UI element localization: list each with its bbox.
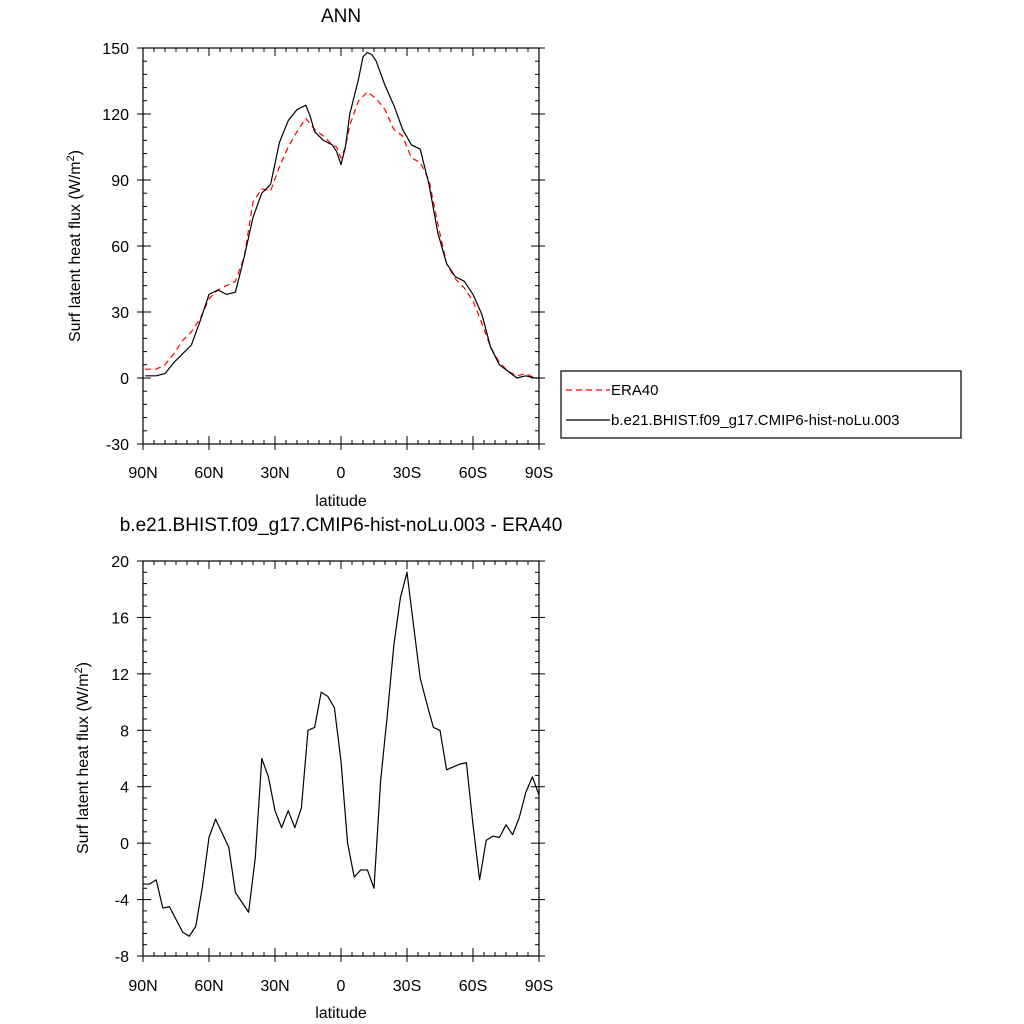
bottom-y-tick-label: 4 xyxy=(120,780,129,797)
legend: ERA40 b.e21.BHIST.f09_g17.CMIP6-hist-noL… xyxy=(560,370,962,439)
bottom-x-tick-label: 0 xyxy=(337,978,346,995)
top-plot-frame xyxy=(142,47,540,445)
top-x-tick-label: 90N xyxy=(128,465,157,482)
bottom-chart-title: b.e21.BHIST.f09_g17.CMIP6-hist-noLu.003 … xyxy=(120,515,563,536)
bottom-x-tick-label: 90S xyxy=(525,978,553,995)
top-y-tick-label: -30 xyxy=(106,437,129,454)
top-x-tick-labels: 90N 60N 30N 0 30S 60S 90S xyxy=(128,465,553,482)
top-x-tick-label: 30S xyxy=(393,465,421,482)
top-y-tick-label: 0 xyxy=(120,371,129,388)
top-y-tick-label: 120 xyxy=(102,107,129,124)
bottom-x-tick-label: 30N xyxy=(260,978,289,995)
bottom-x-tick-label: 30S xyxy=(393,978,421,995)
bottom-x-axis-label: latitude xyxy=(315,1005,367,1022)
bottom-panel: b.e21.BHIST.f09_g17.CMIP6-hist-noLu.003 … xyxy=(73,515,562,1022)
bottom-y-tick-label: 20 xyxy=(111,554,129,571)
bottom-y-tick-label: 0 xyxy=(120,836,129,853)
top-series-era40-line xyxy=(145,91,539,379)
top-x-axis-label: latitude xyxy=(315,493,367,510)
bottom-axis-ticks xyxy=(137,560,545,962)
bottom-x-tick-label: 60S xyxy=(459,978,487,995)
top-x-tick-label: 0 xyxy=(337,465,346,482)
top-y-tick-label: 60 xyxy=(111,239,129,256)
top-series-group xyxy=(145,51,539,379)
top-panel: ANN 90N 60N 30N 0 30S 60S 90S -30 0 30 60 90 120 150… xyxy=(65,6,553,510)
bottom-series-group xyxy=(143,571,540,937)
bottom-y-tick-labels: -8 -4 0 4 8 12 16 20 xyxy=(111,554,129,966)
legend-box xyxy=(560,370,962,439)
top-chart-title: ANN xyxy=(321,6,361,27)
top-x-tick-label: 90S xyxy=(525,465,553,482)
bottom-y-tick-label: -4 xyxy=(115,893,129,910)
bottom-y-axis-label: Surf latent heat flux (W/m2) xyxy=(73,662,92,854)
top-x-tick-label: 30N xyxy=(260,465,289,482)
bottom-y-tick-label: -8 xyxy=(115,949,129,966)
top-y-tick-labels: -30 0 30 60 90 120 150 xyxy=(102,41,129,454)
bottom-x-tick-label: 90N xyxy=(128,978,157,995)
bottom-y-tick-label: 12 xyxy=(111,667,129,684)
top-x-tick-label: 60N xyxy=(194,465,223,482)
top-y-axis-label: Surf latent heat flux (W/m2) xyxy=(65,150,84,342)
top-y-tick-label: 90 xyxy=(111,173,129,190)
legend-label-model: b.e21.BHIST.f09_g17.CMIP6-hist-noLu.003 xyxy=(611,412,900,429)
top-series-b-e21-bhist-f09-g17-cmip6-hist-nolu-003-line xyxy=(145,51,539,379)
bottom-x-tick-label: 60N xyxy=(194,978,223,995)
bottom-x-tick-labels: 90N 60N 30N 0 30S 60S 90S xyxy=(128,978,553,995)
bottom-series-difference-line xyxy=(143,571,540,937)
legend-label-era40: ERA40 xyxy=(611,382,659,399)
bottom-y-tick-label: 16 xyxy=(111,610,129,627)
top-y-tick-label: 30 xyxy=(111,305,129,322)
bottom-y-tick-label: 8 xyxy=(120,723,129,740)
top-x-tick-label: 60S xyxy=(459,465,487,482)
top-axis-ticks xyxy=(137,47,545,450)
top-y-tick-label: 150 xyxy=(102,41,129,58)
